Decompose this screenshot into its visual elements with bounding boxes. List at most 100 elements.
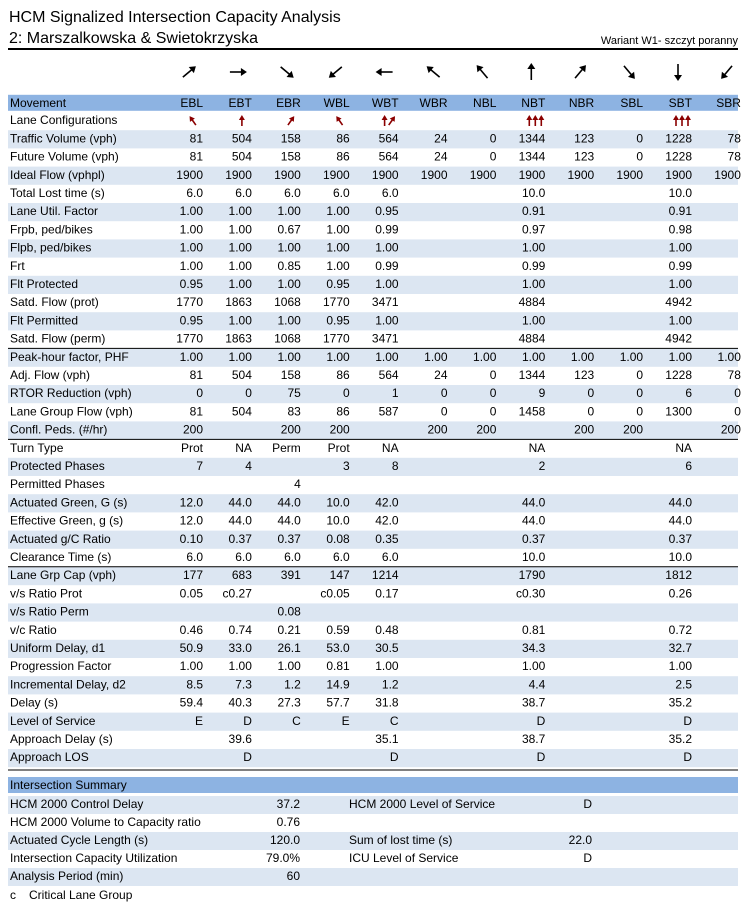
lane-shaft bbox=[388, 118, 394, 126]
cell-value: 78 bbox=[728, 150, 742, 164]
row-label: Permitted Phases bbox=[10, 477, 105, 491]
cell-value: 0 bbox=[441, 386, 448, 400]
cell-value: c0.30 bbox=[516, 586, 546, 600]
cell-value: 1770 bbox=[323, 332, 350, 346]
cell-value: 0.37 bbox=[229, 532, 253, 546]
cell-value: 0.37 bbox=[522, 532, 546, 546]
cell-value: 10.0 bbox=[522, 186, 546, 200]
cell-value: 1900 bbox=[176, 168, 203, 182]
movement-arrow bbox=[280, 66, 294, 78]
cell-value: D bbox=[390, 750, 399, 764]
cell-value: Perm bbox=[272, 441, 301, 455]
cell-value: 0.95 bbox=[326, 277, 350, 291]
row-label: Frpb, ped/bikes bbox=[10, 222, 93, 236]
lane-head bbox=[389, 116, 396, 122]
cell-value: 9 bbox=[539, 386, 546, 400]
lane-arrow bbox=[679, 115, 685, 126]
cell-value: 8.5 bbox=[186, 677, 203, 691]
cell-value: 0.46 bbox=[180, 623, 204, 637]
cell-value: 4.4 bbox=[529, 677, 546, 691]
movement-arrow bbox=[476, 65, 489, 79]
cell-value: 200 bbox=[623, 423, 643, 437]
cell-value: 1228 bbox=[665, 131, 692, 145]
row-shade bbox=[8, 676, 738, 695]
lane-arrow bbox=[388, 116, 396, 126]
summary-cell: Analysis Period (min) bbox=[10, 869, 123, 883]
movement-arrow bbox=[375, 68, 393, 76]
lane-arrow bbox=[538, 115, 545, 126]
cell-value: 1863 bbox=[225, 295, 252, 309]
cell-value: 0 bbox=[490, 404, 497, 418]
cell-value: 1900 bbox=[567, 168, 594, 182]
cell-value: 0.95 bbox=[180, 313, 204, 327]
cell-value: 1.00 bbox=[326, 259, 350, 273]
cell-value: 81 bbox=[190, 404, 204, 418]
summary-cell: 120.0 bbox=[270, 833, 300, 847]
lane-arrow bbox=[238, 115, 245, 126]
cell-value: 1068 bbox=[274, 295, 301, 309]
cell-value: 0.97 bbox=[522, 222, 546, 236]
row-label: Satd. Flow (prot) bbox=[10, 295, 99, 309]
cell-value: 53.0 bbox=[326, 641, 350, 655]
cell-value: 1.00 bbox=[229, 241, 253, 255]
cell-value: 504 bbox=[232, 131, 252, 145]
lane-arrow bbox=[381, 115, 388, 126]
row-label: v/s Ratio Perm bbox=[10, 605, 89, 619]
cell-value: D bbox=[683, 714, 692, 728]
lane-head bbox=[238, 115, 245, 120]
summary-cell: ICU Level of Service bbox=[349, 851, 459, 865]
row-shade bbox=[8, 130, 738, 149]
lane-arrow bbox=[189, 116, 197, 126]
cell-value: 14.9 bbox=[326, 677, 350, 691]
cell-value: 1790 bbox=[519, 568, 546, 582]
cell-value: 2.5 bbox=[675, 677, 692, 691]
row-shade bbox=[8, 603, 738, 622]
lane-shaft bbox=[287, 118, 293, 126]
movement-arrow bbox=[674, 64, 682, 81]
cell-value: 1.00 bbox=[473, 350, 497, 364]
cell-value: 33.0 bbox=[229, 641, 253, 655]
arrow-head bbox=[188, 66, 196, 74]
cell-value: 1770 bbox=[176, 332, 203, 346]
cell-value: 50.9 bbox=[180, 641, 204, 655]
cell-value: 0.95 bbox=[326, 313, 350, 327]
summary-cell: Actuated Cycle Length (s) bbox=[10, 833, 148, 847]
cell-value: 0 bbox=[636, 368, 643, 382]
cell-value: D bbox=[537, 750, 546, 764]
row-shade bbox=[8, 796, 738, 814]
cell-value: 7.3 bbox=[235, 677, 252, 691]
cell-value: 1.00 bbox=[718, 350, 742, 364]
cell-value: 0 bbox=[588, 404, 595, 418]
cell-value: 6.0 bbox=[235, 186, 252, 200]
summary-cell: 37.2 bbox=[277, 797, 301, 811]
row-label: Turn Type bbox=[10, 441, 64, 455]
cell-value: 1900 bbox=[323, 168, 350, 182]
cell-value: 1.00 bbox=[277, 659, 301, 673]
report-title: HCM Signalized Intersection Capacity Ana… bbox=[9, 9, 341, 26]
lane-arrow bbox=[526, 115, 533, 126]
cell-value: 1.00 bbox=[229, 350, 253, 364]
cell-value: 44.0 bbox=[522, 514, 546, 528]
arrow-head bbox=[328, 70, 336, 78]
lane-arrow bbox=[685, 115, 691, 126]
movement-arrow bbox=[328, 66, 343, 78]
cell-value: 0.59 bbox=[326, 623, 350, 637]
row-label: Delay (s) bbox=[10, 696, 58, 710]
cell-value: Prot bbox=[328, 441, 351, 455]
cell-value: 1.00 bbox=[180, 659, 204, 673]
cell-value: 587 bbox=[379, 404, 399, 418]
cell-value: 75 bbox=[287, 386, 301, 400]
lane-shaft bbox=[337, 118, 344, 126]
header-label: Movement bbox=[10, 96, 67, 110]
cell-value: 0.48 bbox=[375, 623, 399, 637]
cell-value: 40.3 bbox=[229, 696, 253, 710]
row-shade bbox=[8, 203, 738, 222]
cell-value: 81 bbox=[190, 150, 204, 164]
cell-value: 2 bbox=[539, 459, 546, 473]
cell-value: 1.00 bbox=[326, 204, 350, 218]
cell-value: 0 bbox=[490, 368, 497, 382]
cell-value: 1.00 bbox=[669, 350, 693, 364]
cell-value: 1.00 bbox=[229, 659, 253, 673]
lane-shaft bbox=[191, 118, 197, 126]
row-shade bbox=[8, 832, 738, 850]
